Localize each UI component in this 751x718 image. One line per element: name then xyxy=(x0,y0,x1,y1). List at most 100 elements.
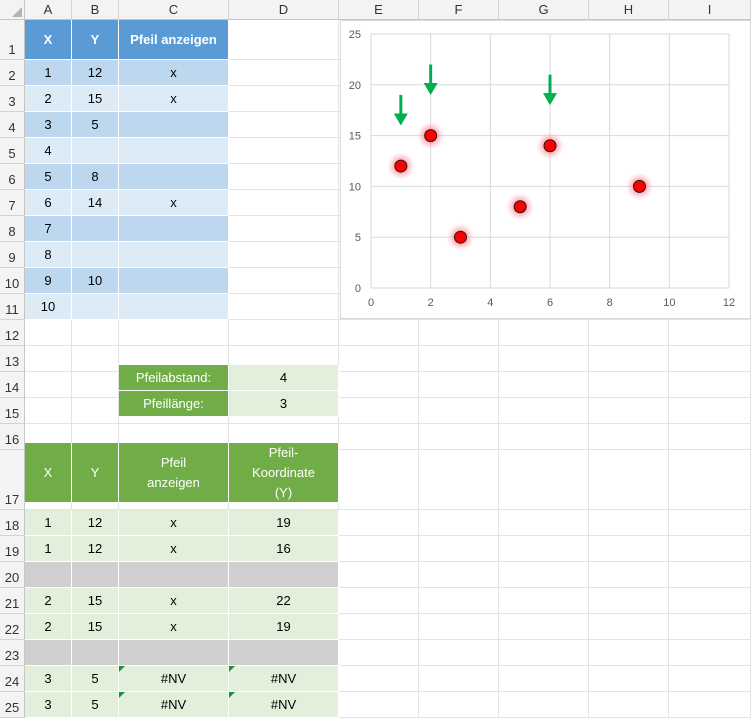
top-table-cell-pfeil-anzeigen[interactable] xyxy=(119,242,229,268)
column-header-a[interactable]: A xyxy=(25,0,72,20)
bottom-table-cell-y[interactable]: 15 xyxy=(72,588,119,614)
top-table-cell-x[interactable]: 9 xyxy=(25,268,72,294)
row-header-25[interactable]: 25 xyxy=(0,692,25,718)
top-table-cell-pfeil-anzeigen[interactable] xyxy=(119,112,229,138)
row-header-7[interactable]: 7 xyxy=(0,190,25,216)
top-table-cell-y[interactable]: 10 xyxy=(72,268,119,294)
row-header-23[interactable]: 23 xyxy=(0,640,25,666)
row-header-16[interactable]: 16 xyxy=(0,424,25,450)
bottom-table-cell-x[interactable]: 1 xyxy=(25,536,72,562)
param-value-pfeilabstand[interactable]: 4 xyxy=(229,365,339,391)
bottom-table-cell-y[interactable] xyxy=(72,640,119,666)
bottom-table-cell-y[interactable]: 5 xyxy=(72,666,119,692)
top-table-cell-y[interactable]: 5 xyxy=(72,112,119,138)
bottom-table-cell-x[interactable] xyxy=(25,640,72,666)
top-table-cell-y[interactable]: 15 xyxy=(72,86,119,112)
row-header-6[interactable]: 6 xyxy=(0,164,25,190)
top-table-cell-x[interactable]: 1 xyxy=(25,60,72,86)
column-header-h[interactable]: H xyxy=(589,0,669,20)
bottom-table-cell-x[interactable]: 2 xyxy=(25,614,72,640)
bottom-table-cell-pfeil-anzeigen[interactable]: #NV xyxy=(119,666,229,692)
bottom-table-cell-pfeil-koordinate[interactable]: 16 xyxy=(229,536,339,562)
top-table-cell-x[interactable]: 6 xyxy=(25,190,72,216)
top-table-cell-y[interactable]: 14 xyxy=(72,190,119,216)
bottom-table-header-x[interactable]: X xyxy=(25,443,72,503)
row-header-2[interactable]: 2 xyxy=(0,60,25,86)
top-table-cell-pfeil-anzeigen[interactable] xyxy=(119,138,229,164)
top-table-cell-pfeil-anzeigen[interactable]: x xyxy=(119,190,229,216)
bottom-table-cell-pfeil-anzeigen[interactable]: x xyxy=(119,588,229,614)
row-header-10[interactable]: 10 xyxy=(0,268,25,294)
row-header-20[interactable]: 20 xyxy=(0,562,25,588)
top-table-header-y[interactable]: Y xyxy=(72,20,119,60)
column-header-e[interactable]: E xyxy=(339,0,419,20)
bottom-table-cell-x[interactable]: 3 xyxy=(25,692,72,718)
top-table-cell-x[interactable]: 10 xyxy=(25,294,72,320)
top-table-cell-pfeil-anzeigen[interactable] xyxy=(119,268,229,294)
bottom-table-cell-pfeil-anzeigen[interactable]: x xyxy=(119,510,229,536)
bottom-table-cell-pfeil-anzeigen[interactable] xyxy=(119,640,229,666)
row-header-24[interactable]: 24 xyxy=(0,666,25,692)
bottom-table-header-y[interactable]: Y xyxy=(72,443,119,503)
top-table-cell-x[interactable]: 7 xyxy=(25,216,72,242)
top-table-cell-y[interactable] xyxy=(72,216,119,242)
bottom-table-cell-pfeil-koordinate[interactable]: 19 xyxy=(229,614,339,640)
row-header-11[interactable]: 11 xyxy=(0,294,25,320)
row-header-17[interactable]: 17 xyxy=(0,450,25,510)
row-header-13[interactable]: 13 xyxy=(0,346,25,372)
bottom-table-cell-pfeil-koordinate[interactable]: 19 xyxy=(229,510,339,536)
column-header-i[interactable]: I xyxy=(669,0,751,20)
bottom-table-cell-x[interactable]: 3 xyxy=(25,666,72,692)
top-table-cell-x[interactable]: 5 xyxy=(25,164,72,190)
top-table-cell-x[interactable]: 3 xyxy=(25,112,72,138)
bottom-table-cell-pfeil-koordinate[interactable] xyxy=(229,640,339,666)
bottom-table-cell-pfeil-koordinate[interactable] xyxy=(229,562,339,588)
param-value-pfeillaenge[interactable]: 3 xyxy=(229,391,339,417)
top-table-header-pfeil-anzeigen[interactable]: Pfeil anzeigen xyxy=(119,20,229,60)
top-table-cell-x[interactable]: 4 xyxy=(25,138,72,164)
top-table-cell-x[interactable]: 2 xyxy=(25,86,72,112)
row-header-3[interactable]: 3 xyxy=(0,86,25,112)
bottom-table-header-pfeil-anzeigen[interactable]: Pfeil anzeigen xyxy=(119,443,229,503)
top-table-cell-pfeil-anzeigen[interactable] xyxy=(119,216,229,242)
bottom-table-cell-pfeil-anzeigen[interactable]: x xyxy=(119,536,229,562)
row-header-14[interactable]: 14 xyxy=(0,372,25,398)
top-table-cell-pfeil-anzeigen[interactable]: x xyxy=(119,86,229,112)
bottom-table-cell-pfeil-koordinate[interactable]: 22 xyxy=(229,588,339,614)
column-header-c[interactable]: C xyxy=(119,0,229,20)
sheet-grid[interactable]: X Y Pfeil anzeigen 1 12 x 2 15 x 3 5 4 5 8 6 14 x 7 8 9 1… xyxy=(25,20,751,718)
column-header-d[interactable]: D xyxy=(229,0,339,20)
top-table-cell-y[interactable]: 12 xyxy=(72,60,119,86)
param-label-pfeillaenge[interactable]: Pfeillänge: xyxy=(119,391,229,417)
top-table-header-x[interactable]: X xyxy=(25,20,72,60)
scatter-chart[interactable]: 0 5 10 15 20 25 0 2 4 6 8 10 12 xyxy=(340,20,751,319)
bottom-table-cell-x[interactable]: 1 xyxy=(25,510,72,536)
top-table-cell-pfeil-anzeigen[interactable] xyxy=(119,294,229,320)
column-header-g[interactable]: G xyxy=(499,0,589,20)
column-header-f[interactable]: F xyxy=(419,0,499,20)
row-header-4[interactable]: 4 xyxy=(0,112,25,138)
bottom-table-cell-pfeil-anzeigen[interactable]: #NV xyxy=(119,692,229,718)
bottom-table-cell-pfeil-koordinate[interactable]: #NV xyxy=(229,692,339,718)
bottom-table-cell-x[interactable]: 2 xyxy=(25,588,72,614)
bottom-table-header-pfeil-koordinate[interactable]: Pfeil-Koordinate (Y) xyxy=(229,443,339,503)
top-table-cell-y[interactable] xyxy=(72,138,119,164)
select-all-corner[interactable] xyxy=(0,0,25,20)
row-header-15[interactable]: 15 xyxy=(0,398,25,424)
top-table-cell-y[interactable]: 8 xyxy=(72,164,119,190)
row-header-18[interactable]: 18 xyxy=(0,510,25,536)
row-header-19[interactable]: 19 xyxy=(0,536,25,562)
top-table-cell-pfeil-anzeigen[interactable] xyxy=(119,164,229,190)
top-table-cell-pfeil-anzeigen[interactable]: x xyxy=(119,60,229,86)
bottom-table-cell-x[interactable] xyxy=(25,562,72,588)
bottom-table-cell-y[interactable]: 15 xyxy=(72,614,119,640)
bottom-table-cell-pfeil-anzeigen[interactable] xyxy=(119,562,229,588)
bottom-table-cell-pfeil-anzeigen[interactable]: x xyxy=(119,614,229,640)
row-header-12[interactable]: 12 xyxy=(0,320,25,346)
row-header-21[interactable]: 21 xyxy=(0,588,25,614)
row-header-5[interactable]: 5 xyxy=(0,138,25,164)
row-header-9[interactable]: 9 xyxy=(0,242,25,268)
bottom-table-cell-y[interactable]: 12 xyxy=(72,510,119,536)
top-table-cell-y[interactable] xyxy=(72,294,119,320)
bottom-table-cell-pfeil-koordinate[interactable]: #NV xyxy=(229,666,339,692)
